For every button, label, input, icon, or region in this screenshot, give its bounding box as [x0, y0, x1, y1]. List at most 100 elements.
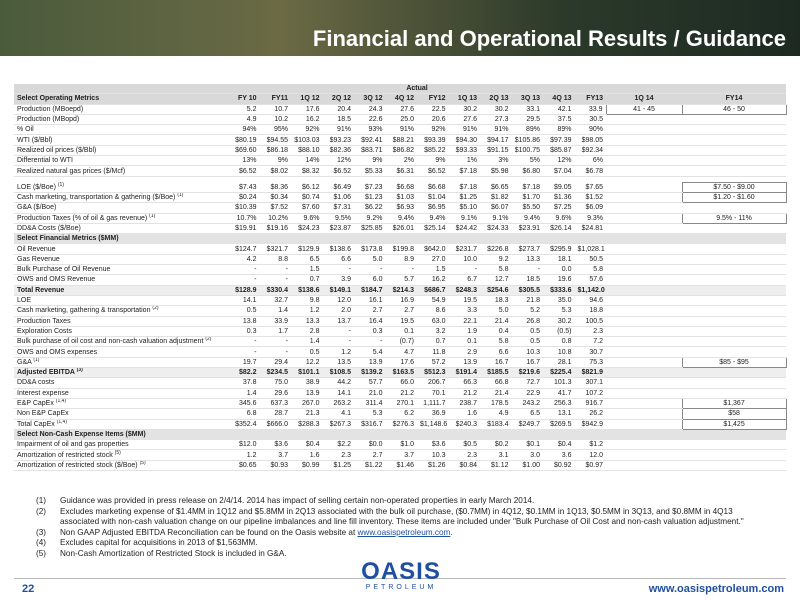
cell-value: $6.52 [228, 165, 260, 177]
footnote-link[interactable]: www.oasispetroleum.com [357, 527, 451, 537]
cell-value: $512.3 [417, 367, 449, 379]
cell-value: - [322, 326, 354, 338]
cell-value: $273.7 [511, 243, 543, 255]
cell-value: $276.3 [385, 419, 417, 430]
cell-value: 5.2 [228, 104, 260, 115]
cell-value: 2.3 [322, 449, 354, 461]
label-text: Bulk Purchase of Oil Revenue [17, 266, 111, 274]
footnote-text: Non-Cash Amortization of Restricted Stoc… [60, 549, 287, 560]
label-text: Amortization of restricted stock ($/Boe) [17, 461, 138, 469]
row-label: Impairment of oil and gas properties [14, 439, 228, 451]
row-label: G&A ($/Boe) [14, 202, 228, 214]
cell-value: 107.2 [574, 388, 607, 399]
blank-cell [606, 254, 683, 266]
cell-value: $26.01 [385, 223, 417, 235]
cell-value: $0.4 [291, 439, 323, 451]
footnote-body: Guidance was provided in press release o… [60, 496, 535, 505]
cell-value: $240.3 [448, 419, 480, 430]
cell-value: $23.91 [511, 223, 543, 235]
guidance-value: 41 - 45 [605, 103, 683, 115]
cell-value: 26.8 [511, 316, 543, 327]
cell-value: 6.2 [385, 408, 417, 420]
blank-cell [682, 124, 787, 136]
cell-value: 66.8 [480, 377, 512, 389]
cell-value: $8.32 [291, 165, 323, 177]
table-row: Exploration Costs 0.3 1.7 2.8-0.3 0.1 3.2 1.9 0… [14, 326, 787, 338]
blank-cell [682, 114, 787, 126]
cell-value: $199.8 [385, 243, 417, 255]
cell-value: 0.8 [543, 336, 575, 348]
cell-value: 30.7 [574, 346, 607, 358]
label-text: OWS and OMS expenses [17, 348, 98, 356]
website[interactable]: www.oasispetroleum.com [648, 583, 784, 595]
table-row: Non E&P CapEx 6.8 28.7 21.3 4.1 5.3 6.2 36.9 1.6… [14, 408, 787, 420]
cell-value: 0.5 [228, 305, 260, 317]
cell-value: 42.1 [543, 104, 575, 115]
cell-value: 1% [448, 155, 480, 167]
cell-value: $0.2 [480, 439, 512, 451]
header-row: Actual [14, 84, 787, 95]
cell-value: $12.0 [228, 439, 260, 451]
cell-value: $124.7 [228, 243, 260, 255]
label-text: Realized oil prices ($/Bbl) [17, 146, 97, 154]
row-label: Gas Revenue [14, 254, 228, 266]
footnote-text: Excludes capital for acquisitions in 201… [60, 538, 258, 549]
footnote: (4) Excludes capital for acquisitions in … [36, 538, 766, 549]
cell-value: 92% [291, 124, 323, 136]
cell-value: 101.3 [543, 377, 575, 389]
cell-value: 21.4 [480, 388, 512, 399]
cell-value: $98.05 [574, 134, 607, 146]
cell-value: 1.4 [259, 305, 291, 317]
logo-sub: PETROLEUM [365, 584, 437, 591]
footnote-marker: (5) [36, 548, 47, 558]
column-header: 3Q 13 [511, 93, 543, 105]
blank-cell [682, 243, 787, 255]
label-text: Interest expense [17, 389, 69, 397]
cell-value: 17.6 [385, 357, 417, 369]
cell-value: 4.9 [480, 408, 512, 420]
row-label: OWS and OMS expenses [14, 346, 228, 358]
footnote-body: Non-Cash Amortization of Restricted Stoc… [60, 548, 287, 558]
blank-cell [606, 84, 787, 95]
cell-value: 5.8 [480, 336, 512, 348]
cell-value: 5.8 [480, 264, 512, 276]
table-row: Total CapEx (1,4) $352.4 $666.0 $288.3 $267.… [14, 418, 787, 430]
blank-cell [606, 285, 683, 296]
label-text: Cash marketing, gathering & transportati… [17, 307, 151, 315]
cell-value: 3.2 [417, 326, 449, 338]
cell-value: 1,111.7 [417, 398, 449, 410]
column-header: 1Q 14 [606, 93, 683, 105]
footnote-marker: (3) [36, 527, 47, 537]
cell-value: 21.0 [354, 388, 386, 399]
cell-value: 13.3 [511, 254, 543, 266]
footnote-ref: (1) [177, 192, 184, 199]
label-text: Amortization of restricted stock [17, 451, 113, 459]
cell-value: $231.7 [448, 243, 480, 255]
cell-value: $821.9 [574, 367, 607, 379]
cell-value: 27.3 [480, 114, 512, 126]
column-header: FY 10 [228, 93, 260, 105]
table-row: Realized oil prices ($/Bbl) $69.60 $86.18 $… [14, 145, 787, 157]
cell-value: 89% [543, 124, 575, 136]
cell-value: $7.31 [322, 202, 354, 214]
row-label: LOE [14, 295, 228, 307]
cell-value: 5.8 [574, 264, 607, 276]
cell-value: $7.52 [259, 202, 291, 214]
blank-cell [606, 377, 683, 389]
cell-value: $1,148.6 [417, 419, 449, 430]
cell-value: 14% [291, 155, 323, 167]
cell-value: 18.1 [543, 254, 575, 266]
blank-cell [606, 305, 683, 317]
cell-value: 1.5 [417, 264, 449, 276]
cell-value: $0.5 [448, 439, 480, 451]
cell-value: $1.22 [354, 460, 386, 471]
cell-value: 95% [259, 124, 291, 136]
cell-value: 91% [385, 124, 417, 136]
footnote-ref: (1) [57, 182, 64, 188]
cell-value: 3.7 [259, 449, 291, 461]
label-text: Production (MBopd) [17, 116, 80, 124]
footnote-ref: (5) [139, 460, 146, 466]
table-row: Realized natural gas prices ($/Mcf) $6.52… [14, 165, 787, 177]
cell-value: $88.21 [385, 134, 417, 146]
cell-value: 16.4 [354, 316, 386, 327]
